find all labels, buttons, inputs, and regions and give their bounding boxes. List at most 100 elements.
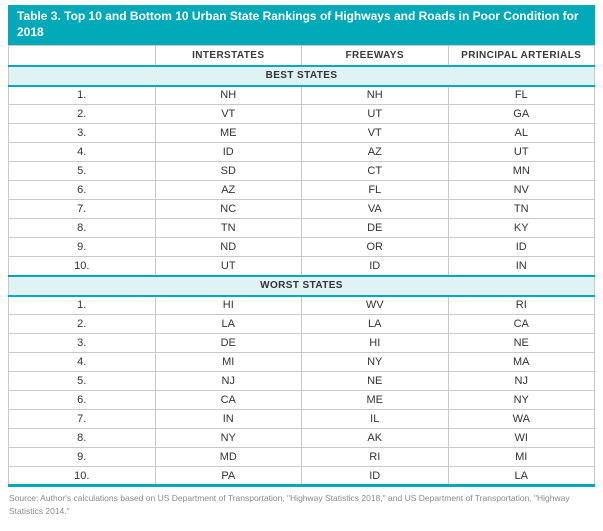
cell-arterials: WI xyxy=(447,428,595,449)
cell-interstates: NC xyxy=(154,199,302,220)
cell-arterials: FL xyxy=(447,85,595,106)
cell-rank: 4. xyxy=(8,352,156,373)
cell-arterials: KY xyxy=(447,218,595,239)
table-row: 1. HI WV RI xyxy=(8,295,595,316)
cell-rank: 4. xyxy=(8,142,156,163)
cell-rank: 8. xyxy=(8,428,156,449)
cell-freeways: OR xyxy=(301,237,449,258)
cell-interstates: VT xyxy=(154,104,302,125)
cell-interstates: UT xyxy=(154,256,302,277)
cell-interstates: IN xyxy=(154,409,302,430)
cell-freeways: DE xyxy=(301,218,449,239)
cell-rank: 7. xyxy=(8,199,156,220)
cell-freeways: IL xyxy=(301,409,449,430)
cell-arterials: CA xyxy=(447,314,595,335)
table-row: 8. NY AK WI xyxy=(8,428,595,449)
cell-freeways: ID xyxy=(301,466,449,488)
cell-interstates: PA xyxy=(154,466,302,488)
table-row: 2. LA LA CA xyxy=(8,314,595,335)
cell-arterials: TN xyxy=(447,199,595,220)
col-header-freeways: FREEWAYS xyxy=(301,45,449,67)
cell-arterials: ID xyxy=(447,237,595,258)
cell-freeways: UT xyxy=(301,104,449,125)
cell-rank: 5. xyxy=(8,161,156,182)
cell-rank: 2. xyxy=(8,104,156,125)
cell-interstates: AZ xyxy=(154,180,302,201)
table-row: 10. PA ID LA xyxy=(8,466,595,488)
cell-arterials: AL xyxy=(447,123,595,144)
cell-freeways: NE xyxy=(301,371,449,392)
cell-interstates: DE xyxy=(154,333,302,354)
cell-arterials: NE xyxy=(447,333,595,354)
cell-rank: 10. xyxy=(8,256,156,277)
cell-rank: 6. xyxy=(8,390,156,411)
cell-freeways: HI xyxy=(301,333,449,354)
cell-arterials: LA xyxy=(447,466,595,488)
cell-interstates: NJ xyxy=(154,371,302,392)
cell-interstates: MI xyxy=(154,352,302,373)
cell-rank: 5. xyxy=(8,371,156,392)
table-row: 10. UT ID IN xyxy=(8,256,595,277)
cell-rank: 8. xyxy=(8,218,156,239)
table-title: Table 3. Top 10 and Bottom 10 Urban Stat… xyxy=(8,5,595,46)
cell-arterials: GA xyxy=(447,104,595,125)
col-header-interstates: INTERSTATES xyxy=(154,45,302,67)
cell-freeways: AK xyxy=(301,428,449,449)
table-row: 2. VT UT GA xyxy=(8,104,595,125)
cell-interstates: MD xyxy=(154,447,302,468)
cell-rank: 1. xyxy=(8,295,156,316)
col-header-principal-arterials: PRINCIPAL ARTERIALS xyxy=(447,45,595,67)
table-row: 4. ID AZ UT xyxy=(8,142,595,163)
table-row: 4. MI NY MA xyxy=(8,352,595,373)
cell-arterials: NV xyxy=(447,180,595,201)
cell-interstates: CA xyxy=(154,390,302,411)
cell-rank: 1. xyxy=(8,85,156,106)
table-row: 9. MD RI MI xyxy=(8,447,595,468)
cell-freeways: VT xyxy=(301,123,449,144)
section-header-best: BEST STATES xyxy=(8,64,595,87)
cell-arterials: WA xyxy=(447,409,595,430)
cell-interstates: LA xyxy=(154,314,302,335)
table-row: 9. ND OR ID xyxy=(8,237,595,258)
cell-interstates: NH xyxy=(154,85,302,106)
table-row: 6. CA ME NY xyxy=(8,390,595,411)
cell-arterials: NY xyxy=(447,390,595,411)
source-note: Source: Author's calculations based on U… xyxy=(9,493,570,516)
cell-freeways: CT xyxy=(301,161,449,182)
cell-interstates: ME xyxy=(154,123,302,144)
table-row: 5. SD CT MN xyxy=(8,161,595,182)
cell-freeways: VA xyxy=(301,199,449,220)
cell-interstates: HI xyxy=(154,295,302,316)
section-label-worst: WORST STATES xyxy=(8,274,595,297)
cell-rank: 6. xyxy=(8,180,156,201)
cell-rank: 3. xyxy=(8,123,156,144)
table-row: 3. ME VT AL xyxy=(8,123,595,144)
cell-freeways: LA xyxy=(301,314,449,335)
column-header-row: INTERSTATES FREEWAYS PRINCIPAL ARTERIALS xyxy=(8,45,595,67)
section-label-best: BEST STATES xyxy=(8,64,595,87)
cell-arterials: IN xyxy=(447,256,595,277)
table-row: 1. NH NH FL xyxy=(8,85,595,106)
cell-freeways: AZ xyxy=(301,142,449,163)
cell-freeways: ID xyxy=(301,256,449,277)
cell-freeways: ME xyxy=(301,390,449,411)
cell-freeways: NY xyxy=(301,352,449,373)
cell-interstates: ID xyxy=(154,142,302,163)
table-row: 5. NJ NE NJ xyxy=(8,371,595,392)
cell-arterials: UT xyxy=(447,142,595,163)
cell-rank: 3. xyxy=(8,333,156,354)
section-header-worst: WORST STATES xyxy=(8,274,595,297)
table-row: 7. NC VA TN xyxy=(8,199,595,220)
cell-rank: 10. xyxy=(8,466,156,488)
cell-freeways: NH xyxy=(301,85,449,106)
col-header-rank xyxy=(8,45,156,67)
cell-arterials: MI xyxy=(447,447,595,468)
cell-arterials: MN xyxy=(447,161,595,182)
cell-arterials: MA xyxy=(447,352,595,373)
cell-arterials: NJ xyxy=(447,371,595,392)
table-row: 7. IN IL WA xyxy=(8,409,595,430)
table-row: 6. AZ FL NV xyxy=(8,180,595,201)
table-row: 8. TN DE KY xyxy=(8,218,595,239)
cell-freeways: FL xyxy=(301,180,449,201)
cell-rank: 7. xyxy=(8,409,156,430)
